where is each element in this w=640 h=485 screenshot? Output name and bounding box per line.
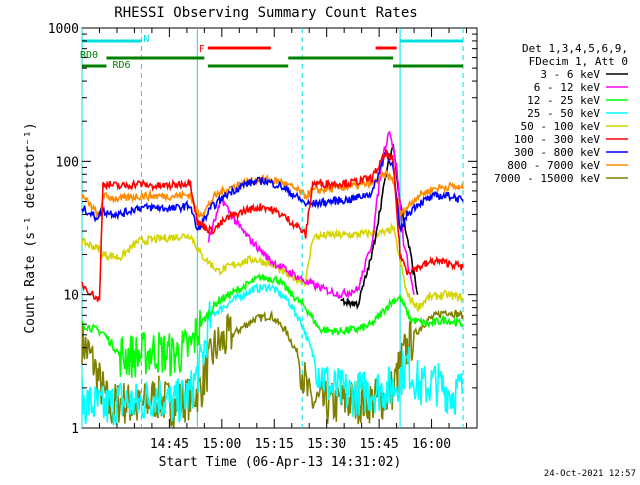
legend-header: Det 1,3,4,5,6,9, [522,42,628,55]
chart-title: RHESSI Observing Summary Count Rates [114,5,417,21]
legend-label: 300 - 800 keV [514,146,600,159]
legend-label: 3 - 6 keV [540,68,600,81]
x-axis-label: Start Time (06-Apr-13 14:31:02) [159,455,402,470]
legend: Det 1,3,4,5,6,9,FDecim 1, Att 03 - 6 keV… [494,42,628,185]
flag-label-rd6: RD6 [112,60,130,71]
series-line-4 [340,143,419,310]
legend-label: 100 - 300 keV [514,133,600,146]
footer-date: 24-Oct-2021 12:57 [544,469,636,479]
legend-label: 50 - 100 keV [521,120,601,133]
series-line-7 [81,149,464,234]
flag-label-rd0: RD0 [80,50,98,61]
series-line-8 [81,149,464,302]
x-tick-label: 16:00 [412,437,451,452]
flag-label-f: F [199,44,205,55]
legend-label: 7000 - 15000 keV [494,172,600,185]
flag-label-n: N [143,34,149,45]
series-line-2 [81,272,464,378]
y-tick-label: 100 [56,155,79,170]
y-tick-label: 10 [63,289,79,304]
series-line-1 [81,282,464,426]
y-tick-label: 1000 [48,22,79,37]
legend-label: 800 - 7000 keV [507,159,600,172]
y-tick-label: 1 [71,422,79,437]
x-tick-label: 15:30 [307,437,346,452]
legend-label: 6 - 12 keV [534,81,601,94]
legend-label: 12 - 25 keV [527,94,600,107]
legend-header: FDecim 1, Att 0 [529,55,628,68]
x-tick-label: 14:45 [150,437,189,452]
x-tick-label: 15:00 [202,437,241,452]
legend-label: 25 - 50 keV [527,107,600,120]
y-axis-label: Count Rate (s⁻¹ detector⁻¹) [23,122,38,333]
x-tick-label: 15:15 [255,437,294,452]
x-tick-label: 15:45 [360,437,399,452]
